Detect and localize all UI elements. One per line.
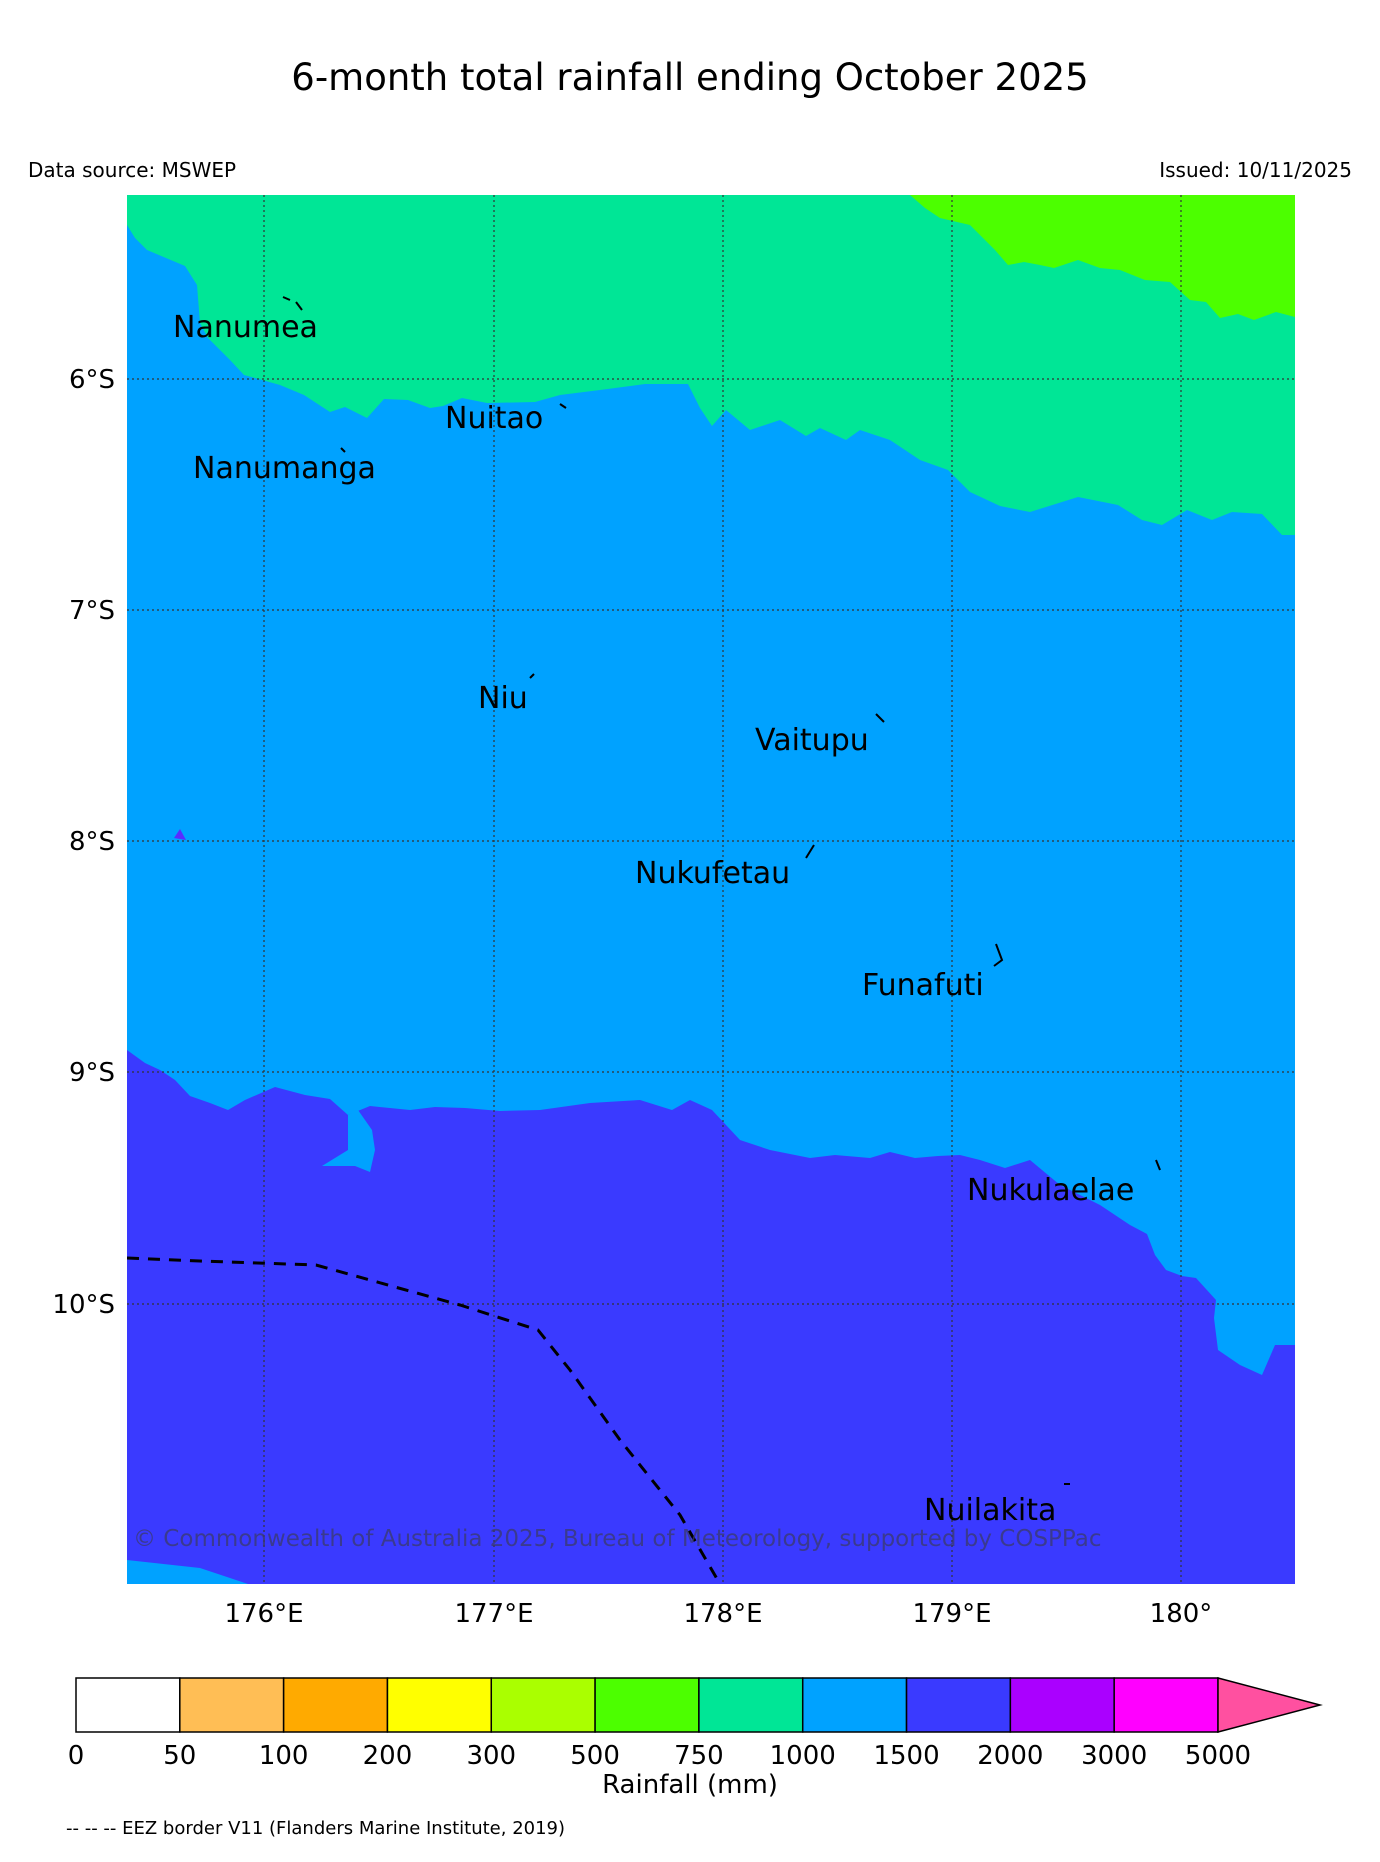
- colorbar-tick-1000: 1000: [770, 1741, 836, 1771]
- island-nuitao-shape: [559, 403, 567, 409]
- colorbar-segment-100-200: [282, 1677, 389, 1733]
- lon-label-180: 180°: [1150, 1599, 1213, 1629]
- colorbar-tick-50: 50: [163, 1741, 196, 1771]
- rainfall-band-750-1000: [127, 195, 1295, 535]
- colorbar: 0 50 100 200 300 500 750 1000 1500 2000 3000 5000: [68, 1677, 1323, 1771]
- colorbar-segment-2000-3000: [1009, 1677, 1115, 1733]
- lat-label-8s: 8°S: [69, 827, 115, 857]
- island-funafuti-shape: [993, 943, 1004, 967]
- copyright-watermark: © Commonwealth of Australia 2025, Bureau…: [133, 1526, 1102, 1552]
- rainfall-band-500-750: [910, 195, 1295, 320]
- lat-label-10s: 10°S: [52, 1290, 115, 1320]
- colorbar-segment-200-300: [386, 1677, 493, 1733]
- colorbar-label: Rainfall (mm): [602, 1770, 778, 1800]
- place-label-nanumea: Nanumea: [173, 310, 318, 345]
- island-nanumea-shape: [282, 296, 303, 311]
- place-label-niu: Niu: [478, 681, 528, 716]
- colorbar-segment-50-100: [179, 1677, 285, 1733]
- place-label-nukulaelae: Nukulaelae: [967, 1173, 1134, 1208]
- colorbar-segment-1000-1500: [801, 1677, 908, 1733]
- place-label-nuitao: Nuitao: [445, 401, 543, 436]
- colorbar-segment-1500-2000: [905, 1677, 1012, 1733]
- colorbar-extend-arrow: [1217, 1677, 1323, 1733]
- map-field: [127, 195, 1295, 1584]
- map-title: 6-month total rainfall ending October 20…: [291, 56, 1089, 99]
- place-label-vaitupu: Vaitupu: [755, 723, 869, 758]
- lat-label-7s: 7°S: [69, 596, 115, 626]
- lon-label-176e: 176°E: [224, 1599, 303, 1629]
- colorbar-tick-500: 500: [570, 1741, 620, 1771]
- rainfall-band-2000-spot: [174, 829, 186, 840]
- colorbar-segment-3000-5000: [1113, 1677, 1219, 1733]
- issued-date: Issued: 10/11/2025: [1159, 158, 1352, 182]
- colorbar-segment-0-50: [75, 1677, 181, 1733]
- eez-note: -- -- -- EEZ border V11 (Flanders Marine…: [66, 1818, 566, 1839]
- graticule: [127, 195, 1295, 1584]
- lon-label-178e: 178°E: [683, 1599, 762, 1629]
- colorbar-tick-2000: 2000: [977, 1741, 1043, 1771]
- colorbar-tick-0: 0: [68, 1741, 85, 1771]
- lat-label-9s: 9°S: [69, 1058, 115, 1088]
- island-vaitupu-shape: [875, 713, 885, 723]
- rainfall-band-1000-1500-inlet: [322, 1110, 375, 1172]
- colorbar-segment-300-500: [490, 1677, 596, 1733]
- colorbar-tick-300: 300: [466, 1741, 516, 1771]
- rainfall-band-750-1000-top: [602, 195, 720, 218]
- islands: [282, 296, 1161, 1485]
- place-label-funafuti: Funafuti: [862, 968, 984, 1003]
- data-source: Data source: MSWEP: [28, 158, 237, 182]
- lon-label-179e: 179°E: [912, 1599, 991, 1629]
- island-nanumanga-shape: [340, 447, 346, 453]
- eez-border: [127, 1256, 722, 1584]
- rainfall-band-1000-1500-bottom: [127, 1560, 248, 1584]
- colorbar-tick-100: 100: [259, 1741, 309, 1771]
- colorbar-tick-5000: 5000: [1185, 1741, 1251, 1771]
- colorbar-tick-3000: 3000: [1081, 1741, 1147, 1771]
- lat-label-6s: 6°S: [69, 365, 115, 395]
- place-label-nuilakita: Nuilakita: [924, 1493, 1056, 1528]
- island-niu-shape: [529, 673, 535, 679]
- lon-label-177e: 177°E: [454, 1599, 533, 1629]
- colorbar-tick-750: 750: [674, 1741, 724, 1771]
- place-label-nanumanga: Nanumanga: [193, 451, 376, 486]
- colorbar-segment-750-1000: [698, 1677, 804, 1733]
- island-nukufetau-shape: [805, 844, 815, 859]
- colorbar-tick-200: 200: [363, 1741, 413, 1771]
- colorbar-segment-500-750: [594, 1677, 700, 1733]
- place-label-nukufetau: Nukufetau: [635, 856, 790, 891]
- colorbar-tick-1500: 1500: [873, 1741, 939, 1771]
- island-nukulaelae-shape: [1155, 1159, 1161, 1171]
